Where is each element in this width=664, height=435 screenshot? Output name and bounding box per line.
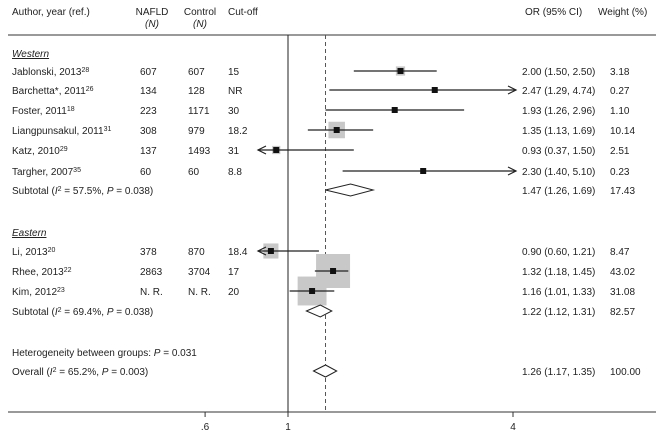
- subtotal-eastern-weight: 82.57: [610, 307, 635, 318]
- subtotal-eastern-ci: 1.22 (1.12, 1.31): [522, 307, 595, 318]
- group-western-header: Western: [12, 49, 49, 60]
- study-1-point: [431, 87, 438, 93]
- x-tick-label-0: .6: [201, 422, 210, 433]
- study-1-cutoff: NR: [228, 86, 242, 97]
- study-3-control: 979: [188, 126, 205, 137]
- overall-ci: 1.26 (1.17, 1.35): [522, 367, 595, 378]
- header-control-n: (N): [193, 19, 207, 30]
- study-1-nafld: 134: [140, 86, 157, 97]
- study-8-label: Kim, 201223: [12, 287, 65, 299]
- study-7-point: [330, 268, 337, 274]
- study-0-weight: 3.18: [610, 67, 630, 78]
- study-3-point: [333, 127, 340, 133]
- header-cutoff: Cut-off: [228, 7, 258, 18]
- study-6-nafld: 378: [140, 247, 157, 258]
- study-8-weight: 31.08: [610, 287, 635, 298]
- subtotal-eastern-label: Subtotal (I2 = 69.4%, P = 0.038): [12, 307, 153, 319]
- study-1-arrow-right: [507, 85, 518, 95]
- study-4-label: Katz, 201029: [12, 146, 68, 158]
- subtotal-western-ci: 1.47 (1.26, 1.69): [522, 186, 595, 197]
- study-6-label: Li, 201320: [12, 247, 55, 259]
- study-6-arrow-left: [256, 246, 267, 256]
- header-study: Author, year (ref.): [12, 7, 90, 18]
- study-4-cutoff: 31: [228, 146, 240, 157]
- study-2-ci: 1.93 (1.26, 2.96): [522, 106, 595, 117]
- header-weight: Weight (%): [598, 7, 647, 18]
- study-6-cutoff: 18.4: [228, 247, 248, 258]
- study-5-point: [420, 168, 427, 174]
- study-0-label: Jablonski, 201328: [12, 67, 89, 79]
- study-7-nafld: 2863: [140, 267, 163, 278]
- overall-label: Overall (I2 = 65.2%, P = 0.003): [12, 367, 148, 379]
- header-nafld: NAFLD: [136, 7, 169, 18]
- study-6-control: 870: [188, 247, 205, 258]
- study-8-nafld: N. R.: [140, 287, 163, 298]
- header-control: Control: [184, 7, 216, 18]
- study-0-nafld: 607: [140, 67, 157, 78]
- study-2-point: [391, 107, 398, 113]
- study-3-weight: 10.14: [610, 126, 635, 137]
- heterogeneity-text: Heterogeneity between groups: P = 0.031: [12, 348, 197, 359]
- study-1-label: Barchetta*, 201126: [12, 86, 94, 98]
- study-1-weight: 0.27: [610, 86, 630, 97]
- study-6-weight: 8.47: [610, 247, 630, 258]
- study-5-nafld: 60: [140, 167, 152, 178]
- subtotal-western-weight: 17.43: [610, 186, 635, 197]
- study-4-point: [273, 147, 280, 153]
- overall-diamond: [312, 364, 338, 378]
- study-7-control: 3704: [188, 267, 211, 278]
- study-2-nafld: 223: [140, 106, 157, 117]
- study-5-control: 60: [188, 167, 200, 178]
- study-0-point: [397, 68, 404, 74]
- header-or: OR (95% CI): [525, 7, 582, 18]
- study-5-label: Targher, 200735: [12, 167, 81, 179]
- study-0-cutoff: 15: [228, 67, 240, 78]
- study-8-ci: 1.16 (1.01, 1.33): [522, 287, 595, 298]
- study-4-nafld: 137: [140, 146, 157, 157]
- group-eastern-header: Eastern: [12, 228, 47, 239]
- subtotal-western-diamond: [325, 183, 376, 197]
- study-6-point: [267, 248, 274, 254]
- x-axis: .6 1 4: [201, 412, 516, 433]
- study-5-arrow-right: [507, 166, 518, 176]
- study-8-cutoff: 20: [228, 287, 240, 298]
- study-7-weight: 43.02: [610, 267, 635, 278]
- study-7-label: Rhee, 201322: [12, 267, 72, 279]
- x-tick-label-2: 4: [510, 422, 516, 433]
- study-6-ci: 0.90 (0.60, 1.21): [522, 247, 595, 258]
- study-7-cutoff: 17: [228, 267, 240, 278]
- study-1-control: 128: [188, 86, 205, 97]
- study-2-label: Foster, 201118: [12, 106, 75, 118]
- study-3-ci: 1.35 (1.13, 1.69): [522, 126, 595, 137]
- study-2-weight: 1.10: [610, 106, 630, 117]
- study-3-cutoff: 18.2: [228, 126, 248, 137]
- study-1-ci: 2.47 (1.29, 4.74): [522, 86, 595, 97]
- study-8-point: [309, 288, 316, 294]
- study-2-cutoff: 30: [228, 106, 240, 117]
- study-7-ci: 1.32 (1.18, 1.45): [522, 267, 595, 278]
- study-3-nafld: 308: [140, 126, 157, 137]
- study-3-label: Liangpunsakul, 201131: [12, 126, 111, 138]
- study-rows: Western Jablonski, 201328 607 607 15 2.00 (1.…: [12, 49, 641, 378]
- study-4-ci: 0.93 (0.37, 1.50): [522, 146, 595, 157]
- study-5-cutoff: 8.8: [228, 167, 242, 178]
- study-2-control: 1171: [188, 106, 210, 117]
- overall-weight: 100.00: [610, 367, 641, 378]
- subtotal-western-label: Subtotal (I2 = 57.5%, P = 0.038): [12, 186, 153, 198]
- study-4-arrow-left: [256, 145, 267, 155]
- study-4-weight: 2.51: [610, 146, 630, 157]
- x-tick-label-1: 1: [285, 422, 291, 433]
- study-0-ci: 2.00 (1.50, 2.50): [522, 67, 595, 78]
- subtotal-eastern-diamond: [305, 304, 333, 318]
- study-5-ci: 2.30 (1.40, 5.10): [522, 167, 595, 178]
- header-nafld-n: (N): [145, 19, 159, 30]
- study-0-control: 607: [188, 67, 205, 78]
- study-8-control: N. R.: [188, 287, 211, 298]
- study-4-control: 1493: [188, 146, 211, 157]
- study-5-weight: 0.23: [610, 167, 630, 178]
